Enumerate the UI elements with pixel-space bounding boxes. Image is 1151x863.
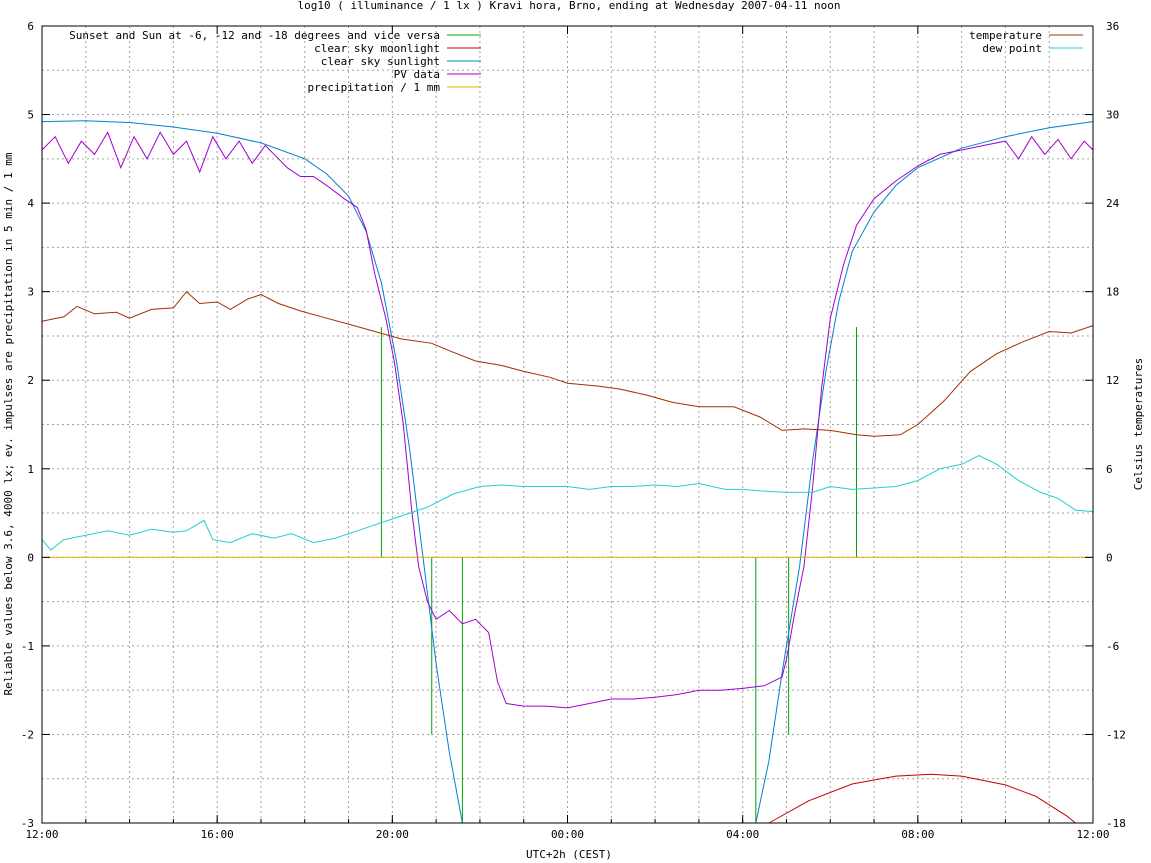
x-axis-label: UTC+2h (CEST) xyxy=(526,848,612,861)
legend-entry-label: clear sky moonlight xyxy=(314,42,440,55)
y2-tick-label: 18 xyxy=(1106,286,1119,299)
y-tick-label: -3 xyxy=(21,817,34,830)
legend-entry-label: dew point xyxy=(982,42,1042,55)
axis-ticks xyxy=(41,25,1094,824)
y-tick-label: 3 xyxy=(27,286,34,299)
legend-entry-label: PV data xyxy=(394,68,440,81)
series-sunlight xyxy=(41,120,1094,824)
series-pv xyxy=(41,131,1094,709)
y-tick-label: -2 xyxy=(21,728,34,741)
y-tick-label: 4 xyxy=(27,197,34,210)
x-tick-label: 00:00 xyxy=(551,828,584,841)
legend-entry-label: Sunset and Sun at -6, -12 and -18 degree… xyxy=(69,29,440,42)
x-tick-label: 08:00 xyxy=(901,828,934,841)
y2-tick-label: 6 xyxy=(1106,463,1113,476)
y2-tick-label: 24 xyxy=(1106,197,1120,210)
y-tick-label: 6 xyxy=(27,20,34,33)
chart-title: log10 ( illuminance / 1 lx ) Kravi hora,… xyxy=(297,0,840,12)
y2-axis-label: Celsius temperatures xyxy=(1132,358,1145,490)
legend-left: Sunset and Sun at -6, -12 and -18 degree… xyxy=(69,29,481,94)
series-dewpoint xyxy=(41,454,1094,551)
grid xyxy=(42,26,1093,823)
series-moonlight xyxy=(768,773,1076,824)
y2-tick-label: 30 xyxy=(1106,109,1119,122)
series-temperature xyxy=(41,290,1094,437)
y-tick-label: 0 xyxy=(27,551,34,564)
y2-tick-label: -6 xyxy=(1106,640,1119,653)
x-tick-label: 04:00 xyxy=(726,828,759,841)
y-axis-label: Reliable values below 3.6, 4000 lx; ev. … xyxy=(2,152,15,695)
y2-tick-label: 36 xyxy=(1106,20,1119,33)
x-tick-label: 20:00 xyxy=(376,828,409,841)
y-tick-labels: -3 -2 -1 0 1 2 3 4 5 6 xyxy=(21,20,35,830)
y-tick-label: 5 xyxy=(27,109,34,122)
x-tick-label: 12:00 xyxy=(25,828,58,841)
y-tick-label: 1 xyxy=(27,463,34,476)
legend-entry-label: precipitation / 1 mm xyxy=(308,81,441,94)
x-tick-label: 12:00 xyxy=(1076,828,1109,841)
legend-entry-label: temperature xyxy=(969,29,1042,42)
x-tick-label: 16:00 xyxy=(201,828,234,841)
y2-tick-label: 12 xyxy=(1106,374,1119,387)
y-tick-label: 2 xyxy=(27,374,34,387)
series-sunset_markers xyxy=(380,327,858,823)
y2-tick-labels: -18 -12 -6 0 6 12 18 24 30 36 xyxy=(1106,20,1126,830)
legend-entry-label: clear sky sunlight xyxy=(321,55,440,68)
y2-tick-label: -18 xyxy=(1106,817,1126,830)
y2-tick-label: 0 xyxy=(1106,551,1113,564)
y2-tick-label: -12 xyxy=(1106,728,1126,741)
plot-series xyxy=(41,120,1094,824)
y-tick-label: -1 xyxy=(21,640,34,653)
x-tick-labels: 12:00 16:00 20:00 00:00 04:00 08:00 12:00 xyxy=(25,828,1109,841)
